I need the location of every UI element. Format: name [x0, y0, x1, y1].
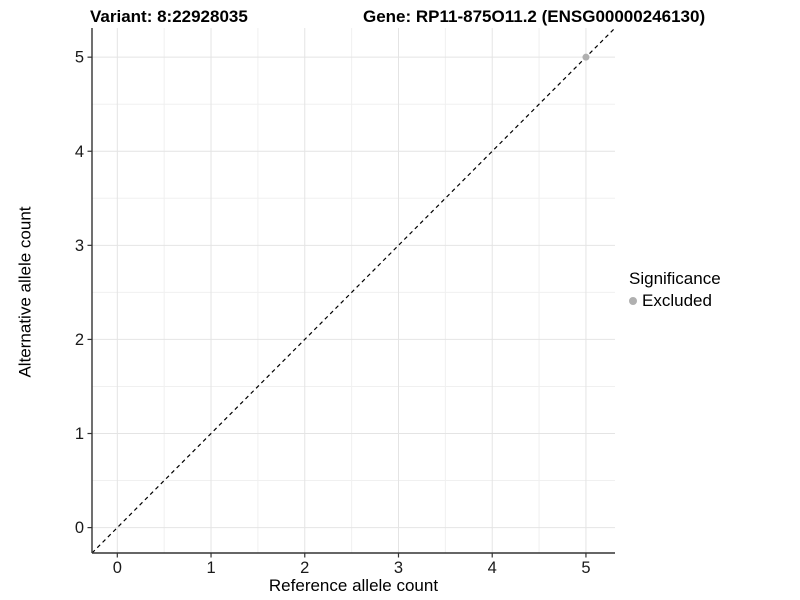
major-gridlines — [92, 28, 615, 553]
excluded-point-icon — [629, 297, 637, 305]
minor-gridlines — [92, 28, 615, 553]
legend: Significance Excluded — [629, 269, 721, 311]
y-tick-label: 4 — [75, 143, 84, 161]
x-tick-label: 4 — [488, 559, 497, 577]
data-point — [582, 53, 590, 61]
variant-title: Variant: 8:22928035 — [90, 7, 248, 26]
y-tick-label: 1 — [75, 425, 84, 443]
plot-series — [91, 27, 616, 554]
legend-entry-label: Excluded — [642, 291, 712, 310]
legend-entry-excluded: Excluded — [629, 291, 721, 311]
axis-tick-labels: 0 1 2 3 4 5 0 1 2 3 4 5 — [75, 49, 591, 577]
y-tick-label: 0 — [75, 519, 84, 537]
x-tick-label: 2 — [300, 559, 309, 577]
y-axis-title: Alternative allele count — [15, 206, 35, 378]
gene-title: Gene: RP11-875O11.2 (ENSG00000246130) — [363, 7, 706, 26]
x-tick-label: 5 — [581, 559, 590, 577]
x-axis-title: Reference allele count — [268, 576, 439, 595]
x-tick-label: 0 — [113, 559, 122, 577]
x-tick-label: 3 — [394, 559, 403, 577]
y-tick-label: 2 — [75, 331, 84, 349]
axis-lines-and-ticks — [87, 28, 615, 558]
y-tick-label: 3 — [75, 237, 84, 255]
y-tick-label: 5 — [75, 49, 84, 67]
identity-line — [91, 27, 616, 554]
legend-title: Significance — [629, 269, 721, 288]
x-tick-label: 1 — [206, 559, 215, 577]
